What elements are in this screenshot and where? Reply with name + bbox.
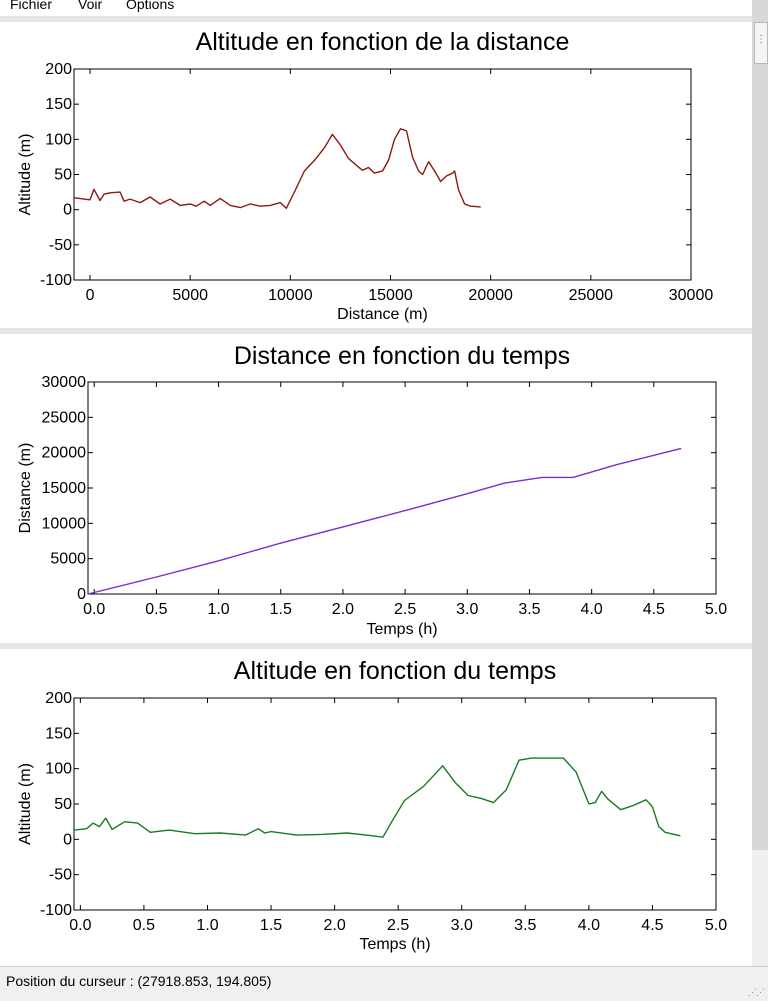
right-scrollbar[interactable]: ⋮ bbox=[752, 0, 768, 1000]
y-tick-label: 200 bbox=[45, 690, 72, 707]
y-tick-label: 15000 bbox=[42, 480, 87, 497]
x-tick-label: 5000 bbox=[172, 287, 208, 304]
y-tick-label: 30000 bbox=[42, 374, 87, 391]
plot-frame bbox=[87, 381, 717, 595]
x-tick-label: 1.5 bbox=[270, 601, 292, 618]
x-tick-label: 30000 bbox=[669, 287, 714, 304]
y-tick-label: -100 bbox=[40, 902, 72, 919]
x-tick-label: 0.0 bbox=[83, 601, 105, 618]
status-bar: Position du curseur : (27918.853, 194.80… bbox=[0, 966, 768, 1001]
y-axis-label: Altitude (m) bbox=[17, 763, 34, 845]
y-tick-label: 10000 bbox=[42, 515, 87, 532]
x-tick-label: 25000 bbox=[569, 287, 614, 304]
y-tick-label: -100 bbox=[40, 272, 72, 289]
x-tick-label: 0.5 bbox=[133, 917, 155, 934]
y-tick-label: 100 bbox=[45, 131, 72, 148]
x-tick-label: 2.0 bbox=[332, 601, 354, 618]
x-tick-label: 1.0 bbox=[196, 917, 218, 934]
x-tick-label: 4.5 bbox=[643, 601, 665, 618]
y-tick-label: 150 bbox=[45, 96, 72, 113]
x-tick-label: 0.0 bbox=[69, 917, 91, 934]
x-tick-label: 1.0 bbox=[207, 601, 229, 618]
x-tick-label: 15000 bbox=[368, 287, 413, 304]
chart-title: Altitude en fonction de la distance bbox=[196, 28, 570, 56]
chart-altitude-distance: Altitude en fonction de la distance -100 -… bbox=[17, 28, 714, 323]
plot-frame bbox=[73, 697, 717, 911]
x-tick-label: 1.5 bbox=[260, 917, 282, 934]
y-tick-label: 0 bbox=[63, 202, 72, 219]
scrollbar-track bbox=[752, 850, 768, 1000]
resize-grip-icon[interactable]: ⋰⋰ bbox=[748, 987, 765, 997]
x-tick-label: 10000 bbox=[268, 287, 313, 304]
separator bbox=[0, 328, 752, 334]
y-tick-label: 20000 bbox=[42, 445, 87, 462]
y-tick-label: 0 bbox=[63, 831, 72, 848]
chart-panel-altitude-time: Altitude en fonction du temps -100 -50 0 50 1… bbox=[0, 649, 752, 966]
series-line bbox=[73, 757, 681, 838]
plot-frame bbox=[73, 68, 692, 281]
x-axis-label: Temps (h) bbox=[366, 621, 437, 638]
chart-title: Altitude en fonction du temps bbox=[234, 657, 556, 685]
series-line bbox=[87, 447, 682, 595]
y-tick-label: 50 bbox=[54, 167, 72, 184]
separator bbox=[0, 16, 752, 22]
x-tick-label: 2.0 bbox=[323, 917, 345, 934]
y-tick-label: 0 bbox=[77, 586, 86, 603]
cursor-position-status: Position du curseur : (27918.853, 194.80… bbox=[6, 973, 272, 989]
y-axis-label: Altitude (m) bbox=[17, 134, 34, 216]
x-tick-label: 5.0 bbox=[705, 601, 727, 618]
y-tick-label: 50 bbox=[54, 796, 72, 813]
x-axis-label: Temps (h) bbox=[359, 936, 430, 953]
x-tick-label: 3.5 bbox=[514, 917, 536, 934]
x-tick-label: 5.0 bbox=[705, 917, 727, 934]
x-tick-label: 4.0 bbox=[578, 917, 600, 934]
x-tick-label: 0.5 bbox=[145, 601, 167, 618]
menu-fichier[interactable]: Fichier bbox=[10, 0, 53, 12]
menu-options[interactable]: Options bbox=[126, 0, 175, 12]
y-tick-label: 100 bbox=[45, 761, 72, 778]
x-tick-label: 4.0 bbox=[581, 601, 603, 618]
x-tick-label: 3.0 bbox=[456, 601, 478, 618]
separator bbox=[0, 643, 752, 649]
y-tick-label: -50 bbox=[49, 237, 72, 254]
x-tick-label: 20000 bbox=[468, 287, 513, 304]
menu-voir[interactable]: Voir bbox=[78, 0, 103, 12]
y-axis-label: Distance (m) bbox=[17, 443, 34, 534]
scrollbar-grip-icon: ⋮ bbox=[756, 34, 766, 45]
chart-title: Distance en fonction du temps bbox=[234, 342, 570, 370]
y-tick-label: -50 bbox=[49, 867, 72, 884]
x-tick-label: 0 bbox=[86, 287, 95, 304]
y-tick-label: 25000 bbox=[42, 409, 87, 426]
chart-panel-altitude-distance: Altitude en fonction de la distance -100 -… bbox=[0, 22, 752, 328]
chart-distance-time: Distance en fonction du temps 0 5000 10000 1… bbox=[17, 342, 727, 638]
menu-bar: Fichier Voir Options bbox=[0, 0, 752, 16]
x-tick-label: 3.0 bbox=[451, 917, 473, 934]
x-tick-label: 2.5 bbox=[387, 917, 409, 934]
y-tick-label: 150 bbox=[45, 725, 72, 742]
chart-altitude-time: Altitude en fonction du temps -100 -50 0 50 1… bbox=[17, 657, 727, 953]
x-tick-label: 2.5 bbox=[394, 601, 416, 618]
series-line bbox=[73, 128, 481, 210]
x-tick-label: 4.5 bbox=[641, 917, 663, 934]
y-tick-label: 5000 bbox=[50, 551, 86, 568]
x-tick-label: 3.5 bbox=[518, 601, 540, 618]
y-tick-label: 200 bbox=[45, 61, 72, 78]
chart-panel-distance-time: Distance en fonction du temps 0 5000 10000 1… bbox=[0, 334, 752, 643]
x-axis-label: Distance (m) bbox=[337, 306, 428, 323]
